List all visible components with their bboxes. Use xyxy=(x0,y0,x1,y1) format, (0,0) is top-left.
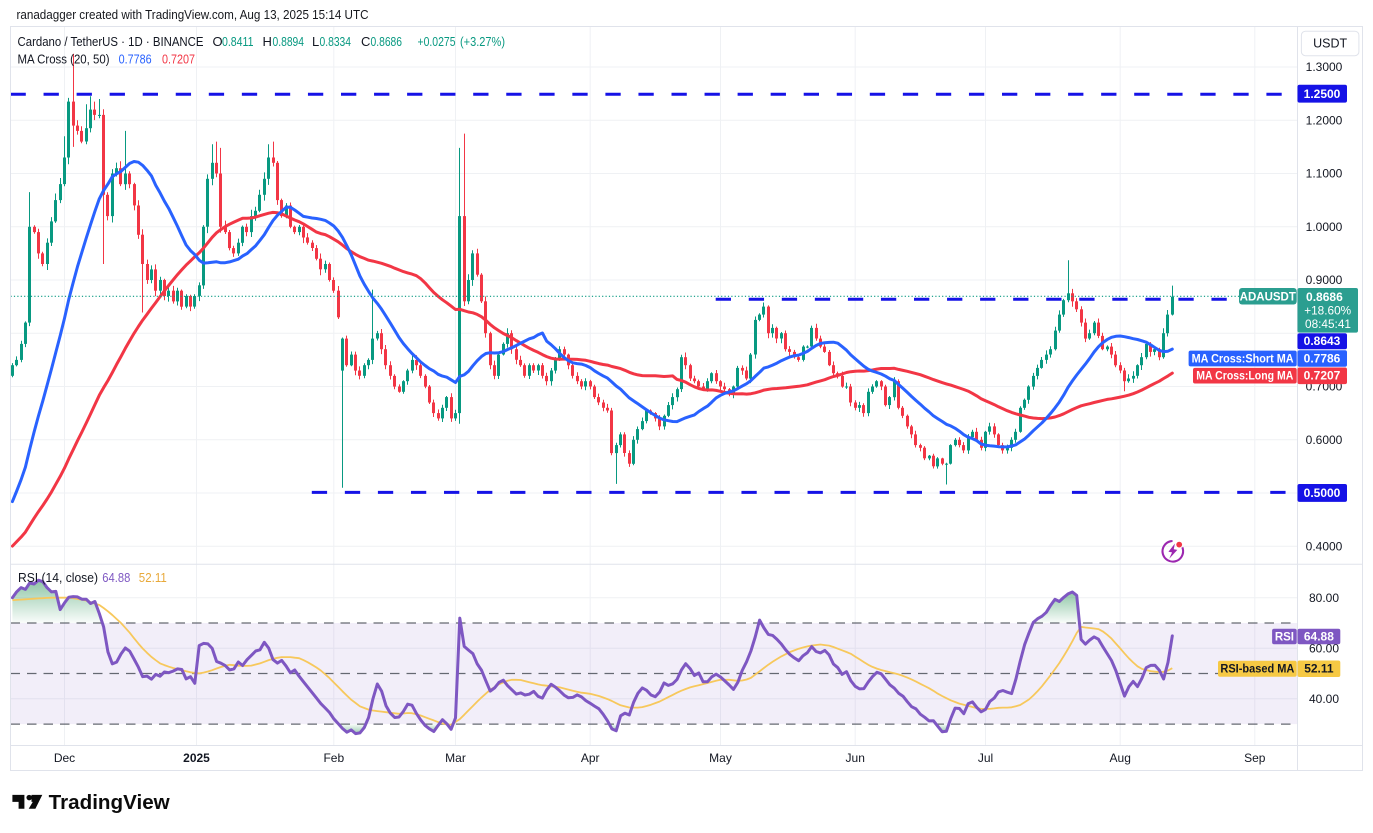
svg-text:RSI (14, close): RSI (14, close) xyxy=(18,570,98,585)
svg-text:1.3000: 1.3000 xyxy=(1306,60,1343,74)
svg-text:USDT: USDT xyxy=(1313,37,1347,51)
svg-text:2025: 2025 xyxy=(183,751,210,765)
svg-text:ranadagger created with Tradin: ranadagger created with TradingView.com,… xyxy=(17,7,369,22)
svg-text:1.0000: 1.0000 xyxy=(1306,220,1343,234)
svg-text:Jun: Jun xyxy=(846,751,865,765)
svg-text:0.4000: 0.4000 xyxy=(1306,539,1343,553)
svg-text:+18.60%: +18.60% xyxy=(1304,304,1351,318)
svg-text:0.9000: 0.9000 xyxy=(1306,273,1343,287)
svg-text:0.8411: 0.8411 xyxy=(222,34,254,49)
svg-text:40.00: 40.00 xyxy=(1309,692,1339,706)
svg-text:Dec: Dec xyxy=(54,751,75,765)
svg-text:MA Cross:Long MA: MA Cross:Long MA xyxy=(1196,371,1293,383)
svg-text:60.00: 60.00 xyxy=(1309,641,1339,655)
svg-text:52.11: 52.11 xyxy=(139,570,167,585)
svg-text:L: L xyxy=(312,34,319,49)
svg-text:0.7207: 0.7207 xyxy=(1304,369,1341,383)
svg-text:Jul: Jul xyxy=(978,751,993,765)
svg-text:Sep: Sep xyxy=(1244,751,1266,765)
svg-text:MA Cross (20, 50): MA Cross (20, 50) xyxy=(18,52,110,67)
svg-text:C: C xyxy=(361,34,370,49)
svg-text:0.8894: 0.8894 xyxy=(273,34,305,49)
svg-text:Feb: Feb xyxy=(323,751,344,765)
svg-text:0.5000: 0.5000 xyxy=(1304,486,1341,500)
svg-text:RSI: RSI xyxy=(1275,632,1294,644)
svg-text:Apr: Apr xyxy=(581,751,600,765)
svg-text:0.8686: 0.8686 xyxy=(371,34,403,49)
svg-text:0.7207: 0.7207 xyxy=(162,52,195,67)
svg-text:0.8334: 0.8334 xyxy=(320,34,352,49)
svg-text:1.2500: 1.2500 xyxy=(1304,87,1341,101)
svg-text:0.7786: 0.7786 xyxy=(119,52,152,67)
svg-text:TradingView: TradingView xyxy=(49,791,170,814)
svg-text:Mar: Mar xyxy=(445,751,466,765)
svg-text:(+3.27%): (+3.27%) xyxy=(460,34,505,49)
svg-text:ADAUSDT: ADAUSDT xyxy=(1240,291,1296,303)
svg-text:0.6000: 0.6000 xyxy=(1306,433,1343,447)
svg-text:08:45:41: 08:45:41 xyxy=(1305,317,1351,331)
svg-text:52.11: 52.11 xyxy=(1304,662,1334,676)
svg-text:Aug: Aug xyxy=(1110,751,1131,765)
svg-text:64.88: 64.88 xyxy=(102,570,130,585)
svg-text:RSI-based MA: RSI-based MA xyxy=(1220,664,1294,676)
svg-text:64.88: 64.88 xyxy=(1304,630,1334,644)
svg-text:0.8643: 0.8643 xyxy=(1304,334,1341,348)
svg-text:1.2000: 1.2000 xyxy=(1306,113,1343,127)
svg-text:MA Cross:Short MA: MA Cross:Short MA xyxy=(1192,353,1294,365)
svg-text:O: O xyxy=(213,34,223,49)
svg-text:May: May xyxy=(709,751,732,765)
svg-text:1.1000: 1.1000 xyxy=(1306,167,1343,181)
svg-text:Cardano / TetherUS · 1D · BINA: Cardano / TetherUS · 1D · BINANCE xyxy=(18,34,204,49)
svg-text:80.00: 80.00 xyxy=(1309,591,1339,605)
svg-text:H: H xyxy=(263,34,272,49)
svg-text:+0.0275: +0.0275 xyxy=(418,34,456,49)
svg-text:0.7786: 0.7786 xyxy=(1304,351,1341,365)
svg-text:0.8686: 0.8686 xyxy=(1306,290,1343,304)
